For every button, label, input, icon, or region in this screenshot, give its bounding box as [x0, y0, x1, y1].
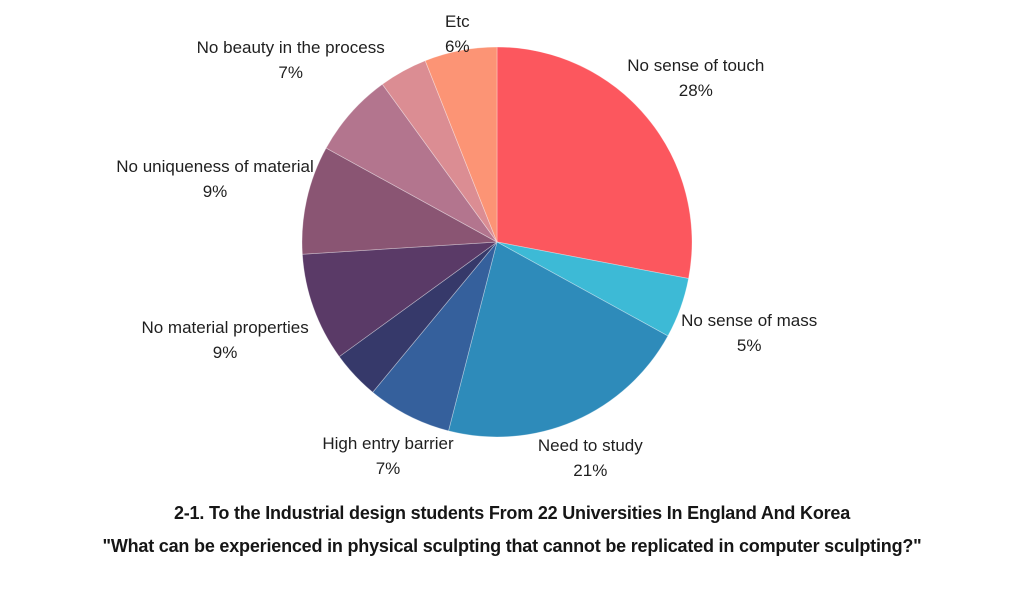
- pie-slice-10-etc: [424, 46, 498, 243]
- chart-caption: 2-1. To the Industrial design students F…: [0, 497, 1024, 563]
- pie-slice-4-high-entry-barrier: [372, 241, 498, 432]
- pie-slice-9: [382, 60, 498, 243]
- pie-slice-1-no-sense-of-touch: [496, 46, 693, 279]
- caption-line-2: "What can be experienced in physical scu…: [102, 536, 922, 556]
- pie-slice-2-no-sense-of-mass: [496, 241, 689, 337]
- caption-line-1: 2-1. To the Industrial design students F…: [173, 503, 851, 523]
- pie-slice-5: [338, 241, 498, 393]
- pie-slice-6-no-material-properties: [302, 241, 498, 357]
- pie-slice-7-no-uniqueness-of-material: [301, 147, 498, 255]
- pie-slice-3-need-to-study: [448, 241, 669, 438]
- pie-slice-8-no-beauty-in-the-process: [325, 83, 498, 243]
